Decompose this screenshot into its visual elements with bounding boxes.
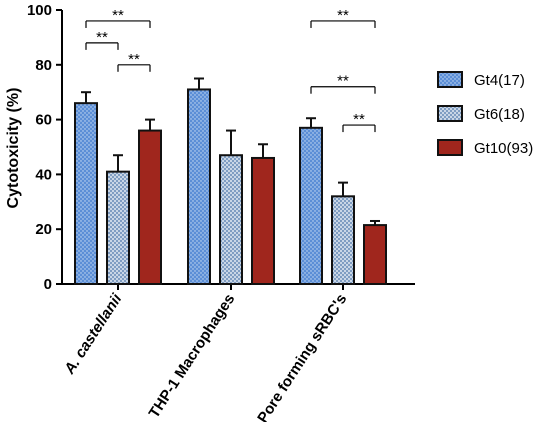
y-tick-label: 80	[35, 57, 52, 74]
bar	[138, 129, 162, 285]
bar	[106, 170, 130, 285]
bar	[219, 154, 243, 285]
x-category-label: THP-1 Macrophages	[146, 291, 239, 421]
significance-label: **	[96, 29, 108, 46]
bars	[74, 77, 387, 286]
y-tick-label: 0	[44, 276, 52, 293]
y-tick-label: 60	[35, 112, 52, 129]
x-category-label: Pore forming sRBC's	[254, 291, 350, 422]
y-axis-title: Cytotoxicity (%)	[5, 88, 22, 209]
legend-swatch	[437, 71, 463, 88]
bar	[251, 156, 275, 286]
bar	[363, 224, 387, 285]
significance-label: **	[128, 51, 140, 68]
significance-label: **	[112, 7, 124, 24]
significance-brackets: ************	[85, 7, 376, 133]
legend: Gt4(17) Gt6(18) Gt10(93)	[437, 71, 533, 157]
bar	[331, 195, 355, 286]
legend-swatch	[437, 139, 463, 156]
legend-swatch	[437, 105, 463, 122]
legend-label: Gt10(93)	[474, 140, 533, 157]
y-tick-label: 40	[35, 166, 52, 183]
bar	[187, 88, 211, 285]
legend-label: Gt4(17)	[474, 72, 525, 89]
legend-label: Gt6(18)	[474, 106, 525, 123]
y-tick-label: 20	[35, 221, 52, 238]
significance-label: **	[337, 7, 349, 24]
bar	[299, 126, 323, 285]
y-tick-label: 100	[27, 2, 52, 19]
bar	[74, 102, 98, 285]
x-category-label: A. castellanii	[61, 290, 126, 378]
significance-label: **	[337, 73, 349, 90]
significance-label: **	[353, 111, 365, 128]
